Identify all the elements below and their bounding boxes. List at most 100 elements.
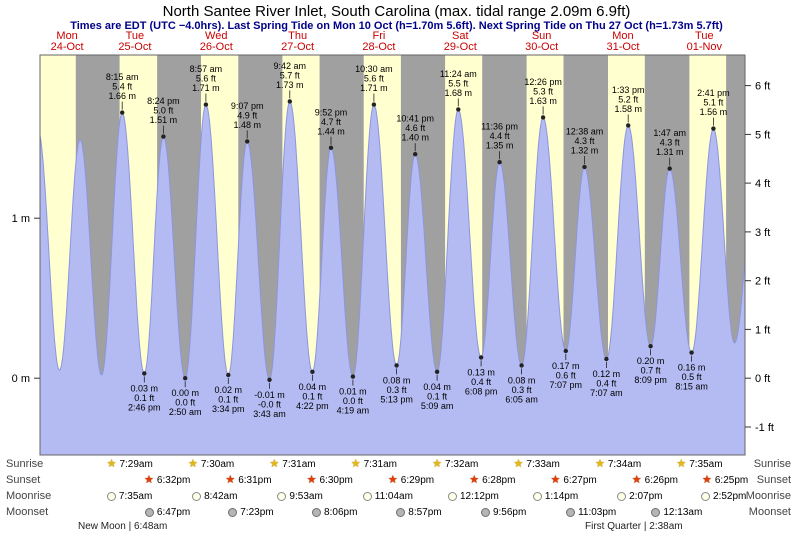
sunset-time: 6:27pm bbox=[563, 474, 597, 486]
moonset-event: 6:47pm bbox=[144, 505, 191, 519]
tide-point-dot bbox=[456, 107, 461, 112]
sunrise-time: 7:31am bbox=[363, 458, 397, 470]
tide-label-text: 5.5 ft bbox=[448, 78, 469, 88]
tide-low-marker: 0.17 m0.6 ft7:07 pm bbox=[550, 348, 582, 390]
sunrise-event: ★ 7:29am bbox=[107, 457, 153, 471]
tide-point-dot bbox=[120, 110, 125, 115]
tide-label-text: 0.17 m bbox=[552, 361, 580, 371]
page-title: North Santee River Inlet, South Carolina… bbox=[162, 3, 631, 20]
moonrise-event: 1:14pm bbox=[532, 489, 578, 503]
tide-label-text: 0.4 ft bbox=[596, 379, 617, 389]
tide-label-text: 1:47 am bbox=[653, 128, 686, 138]
tide-point-dot bbox=[689, 350, 694, 355]
sunset-star-icon: ★ bbox=[631, 473, 642, 486]
tide-point-dot bbox=[245, 139, 250, 144]
tide-label-text: 5.7 ft bbox=[280, 70, 301, 80]
tide-label-text: 4.4 ft bbox=[490, 131, 511, 141]
moonrise-circle-icon bbox=[106, 491, 116, 501]
day-label: Mon 24-Oct bbox=[50, 30, 84, 53]
tide-point-dot bbox=[604, 356, 609, 362]
moonset-time: 11:03pm bbox=[578, 506, 617, 518]
tide-label-text: 4.3 ft bbox=[660, 138, 681, 148]
tide-label-text: 8:09 pm bbox=[634, 375, 667, 385]
moonrise-time: 2:07pm bbox=[629, 490, 663, 502]
tide-label-text: 12:26 pm bbox=[524, 77, 562, 87]
page-subtitle: Times are EDT (UTC −4.0hrs). Last Spring… bbox=[70, 20, 723, 32]
tide-label-text: 1.40 m bbox=[401, 133, 429, 143]
tide-label-text: 0.01 m bbox=[339, 387, 367, 397]
tide-label-text: 1.35 m bbox=[486, 141, 514, 151]
moonset-time: 6:47pm bbox=[156, 506, 191, 518]
y-axis-left-label: 1 m bbox=[12, 213, 30, 225]
sunset-star-icon: ★ bbox=[550, 473, 561, 486]
tide-high-marker: 9:42 am5.7 ft1.73 m bbox=[274, 61, 306, 104]
tide-label-text: 2:41 pm bbox=[697, 88, 730, 98]
moonset-event: 8:06pm bbox=[312, 505, 357, 519]
new-moon-label: New Moon | 6:48am bbox=[78, 521, 168, 532]
tide-point-dot bbox=[310, 369, 315, 374]
tide-label-text: 12:38 am bbox=[566, 127, 604, 137]
moonrise-event: 2:52pm bbox=[701, 489, 746, 503]
sunrise-event: ★ 7:35am bbox=[676, 457, 722, 471]
tide-low-marker: 0.08 m0.3 ft5:13 pm bbox=[380, 363, 413, 404]
sunrise-star-icon: ★ bbox=[513, 457, 524, 470]
tide-label-text: 5.4 ft bbox=[112, 82, 133, 92]
tide-label-text: 8:15 am bbox=[106, 72, 139, 82]
moonset-event: 9:56pm bbox=[480, 505, 526, 519]
sunset-star-icon: ★ bbox=[306, 473, 317, 486]
tide-high-marker: 8:24 pm5.0 ft1.51 m bbox=[147, 96, 180, 139]
day-label: Tue 01-Nov bbox=[686, 30, 723, 53]
tide-high-marker: 1:47 am4.3 ft1.31 m bbox=[653, 128, 686, 171]
sunset-star-icon: ★ bbox=[387, 473, 398, 486]
tide-low-marker: 0.20 m0.7 ft8:09 pm bbox=[634, 344, 667, 385]
sunrise-star-icon: ★ bbox=[106, 457, 117, 470]
moonrise-event: 9:53am bbox=[277, 489, 323, 503]
y-axis-right-label: 5 ft bbox=[755, 129, 770, 141]
sunset-time: 6:30pm bbox=[319, 474, 353, 486]
moonset-event: 7:23pm bbox=[228, 505, 274, 519]
sunrise-row-label: Sunrise bbox=[753, 458, 791, 470]
tide-label-text: 0.3 ft bbox=[387, 385, 408, 395]
tide-low-marker: 0.03 m0.1 ft2:46 pm bbox=[128, 371, 161, 412]
sunrise-star-icon: ★ bbox=[350, 457, 361, 470]
tide-label-text: 1.56 m bbox=[700, 107, 728, 117]
tide-label-text: -0.01 m bbox=[254, 390, 285, 400]
tide-high-marker: 9:52 pm4.7 ft1.44 m bbox=[315, 107, 347, 150]
sunrise-event: ★ 7:34am bbox=[595, 457, 641, 471]
tide-label-text: 1.66 m bbox=[108, 91, 136, 101]
moonrise-event: 12:12pm bbox=[447, 489, 499, 503]
tide-point-dot bbox=[519, 363, 524, 368]
tide-label-text: 0.00 m bbox=[171, 388, 199, 398]
tide-high-marker: 10:41 pm4.6 ft1.40 m bbox=[396, 114, 434, 157]
tide-label-text: 0.1 ft bbox=[218, 395, 239, 405]
first-quarter-label: First Quarter | 2:38am bbox=[585, 521, 683, 532]
moonset-row-label: Moonset bbox=[748, 506, 791, 518]
tide-point-dot bbox=[371, 102, 377, 107]
tide-label-text: 0.04 m bbox=[299, 382, 327, 392]
tide-area bbox=[40, 101, 745, 456]
tide-point-dot bbox=[582, 164, 587, 170]
sunset-event: ★ 6:29pm bbox=[388, 473, 434, 487]
moonset-event: 11:03pm bbox=[566, 505, 616, 519]
tide-label-text: -0.0 ft bbox=[258, 399, 282, 409]
tide-label-text: 7:07 am bbox=[590, 388, 623, 398]
tide-label-text: 8:24 pm bbox=[147, 96, 180, 106]
sunset-star-icon: ★ bbox=[225, 473, 236, 486]
tide-point-dot bbox=[497, 160, 502, 165]
tide-label-text: 0.20 m bbox=[637, 356, 665, 366]
moonset-circle-icon bbox=[228, 507, 238, 517]
tide-label-text: 11:36 pm bbox=[481, 122, 518, 132]
tide-point-dot bbox=[394, 363, 399, 368]
tide-label-text: 0.5 ft bbox=[682, 372, 703, 382]
moonrise-event: 2:07pm bbox=[617, 489, 663, 503]
sunrise-time: 7:33am bbox=[526, 458, 560, 470]
sunset-row-label: Sunset bbox=[6, 474, 41, 486]
tide-low-marker: 0.04 m0.1 ft5:09 am bbox=[421, 369, 453, 411]
tide-label-text: 0.1 ft bbox=[134, 393, 155, 403]
day-label: Wed 26-Oct bbox=[199, 30, 233, 53]
tide-label-text: 1.63 m bbox=[529, 96, 557, 106]
tide-label-text: 0.3 ft bbox=[512, 385, 533, 395]
moonrise-time: 2:52pm bbox=[713, 490, 747, 502]
tide-point-dot bbox=[350, 374, 356, 379]
moonset-event: 12:13am bbox=[651, 505, 702, 519]
